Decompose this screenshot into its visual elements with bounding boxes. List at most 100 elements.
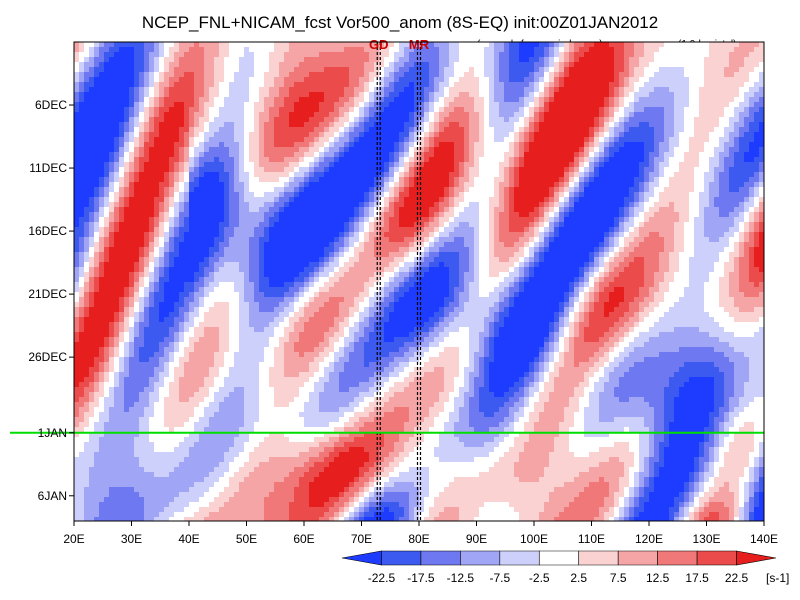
field-cell [654,177,660,183]
field-cell [689,197,695,203]
field-cell [704,52,710,58]
field-cell [484,142,490,148]
field-cell [479,192,485,198]
field-cell [269,212,275,218]
field-cell [339,147,345,153]
field-cell [169,107,175,113]
field-cell [174,162,180,168]
field-cell [124,92,130,98]
field-cell [284,147,290,153]
field-cell [724,127,730,133]
field-cell [324,52,330,58]
field-cell [694,132,700,138]
field-cell [194,197,200,203]
field-cell [239,47,245,53]
field-cell [734,177,740,183]
field-cell [464,217,470,223]
field-cell [714,52,720,58]
field-cell [394,107,400,113]
field-cell [454,127,460,133]
field-cell [214,97,220,103]
field-cell [224,177,230,183]
field-cell [614,202,620,208]
field-cell [749,62,755,68]
field-cell [364,87,370,93]
field-cell [419,207,425,213]
field-cell [634,47,640,53]
field-cell [534,142,540,148]
field-cell [484,92,490,98]
field-cell [229,127,235,133]
field-cell [669,197,675,203]
field-cell [699,132,705,138]
field-cell [759,117,764,123]
field-cell [194,217,200,223]
field-cell [294,162,300,168]
field-cell [629,112,635,118]
field-cell [209,187,215,193]
field-cell [394,152,400,158]
field-cell [239,102,245,108]
field-cell [604,197,610,203]
field-cell [424,92,430,98]
field-cell [499,192,505,198]
field-cell [144,132,150,138]
field-cell [684,192,690,198]
field-cell [129,127,135,133]
field-cell [144,117,150,123]
field-cell [689,67,695,73]
field-cell [489,152,495,158]
field-cell [149,132,155,138]
field-cell [624,212,630,218]
field-cell [754,202,760,208]
field-cell [729,57,735,63]
field-cell [399,92,405,98]
field-cell [539,202,545,208]
field-cell [629,192,635,198]
field-cell [754,57,760,63]
field-cell [319,217,325,223]
field-cell [584,97,590,103]
field-cell [389,217,395,223]
field-cell [514,192,520,198]
field-cell [639,212,645,218]
field-cell [114,102,120,108]
field-cell [599,92,605,98]
field-cell [689,82,695,88]
field-cell [609,172,615,178]
field-cell [659,202,665,208]
field-cell [124,147,130,153]
field-cell [204,177,210,183]
field-cell [709,112,715,118]
field-cell [504,62,510,68]
field-cell [189,107,195,113]
field-cell [699,142,705,148]
field-cell [384,207,390,213]
field-cell [479,52,485,58]
field-cell [169,92,175,98]
field-cell [294,92,300,98]
field-cell [634,67,640,73]
field-cell [149,167,155,173]
field-cell [709,182,715,188]
field-cell [459,132,465,138]
field-cell [759,142,764,148]
field-cell [134,107,140,113]
field-cell [104,167,110,173]
field-cell [289,107,295,113]
field-cell [514,132,520,138]
field-cell [429,57,435,63]
field-cell [399,162,405,168]
field-cell [689,102,695,108]
field-cell [504,182,510,188]
field-cell [754,137,760,143]
field-cell [529,147,535,153]
field-cell [479,167,485,173]
field-cell [614,197,620,203]
field-cell [539,107,545,113]
field-cell [529,182,535,188]
field-cell [494,57,500,63]
field-cell [89,187,95,193]
field-cell [174,127,180,133]
field-cell [704,42,710,48]
